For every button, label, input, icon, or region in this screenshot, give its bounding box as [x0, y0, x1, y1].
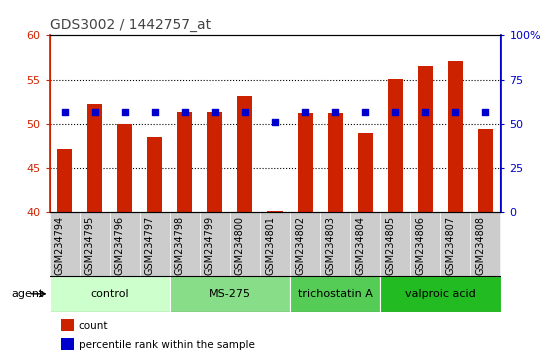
Text: GDS3002 / 1442757_at: GDS3002 / 1442757_at — [50, 18, 211, 32]
Bar — [200, 212, 230, 276]
Bar — [320, 212, 350, 276]
Text: GSM234808: GSM234808 — [475, 216, 486, 275]
Bar — [380, 276, 500, 312]
Bar — [358, 133, 373, 212]
Point — [331, 109, 339, 114]
Bar — [350, 212, 380, 276]
Bar — [50, 212, 80, 276]
Text: agent: agent — [12, 289, 44, 299]
Bar — [298, 113, 312, 212]
Point — [271, 119, 279, 125]
Bar — [388, 79, 403, 212]
Text: GSM234806: GSM234806 — [415, 216, 425, 275]
Bar — [117, 124, 132, 212]
Point — [301, 109, 310, 114]
Bar — [441, 212, 470, 276]
Point — [421, 109, 430, 114]
Point — [451, 109, 460, 114]
Text: GSM234807: GSM234807 — [446, 216, 455, 275]
Text: GSM234796: GSM234796 — [114, 216, 125, 275]
Text: valproic acid: valproic acid — [405, 289, 476, 299]
Point — [481, 109, 490, 114]
Text: GSM234800: GSM234800 — [235, 216, 245, 275]
Bar — [57, 149, 72, 212]
Bar — [50, 276, 170, 312]
Point — [180, 109, 189, 114]
Bar — [478, 129, 493, 212]
Text: GSM234805: GSM234805 — [385, 216, 395, 275]
Text: count: count — [79, 321, 108, 331]
Text: GSM234797: GSM234797 — [145, 216, 155, 275]
Bar — [448, 61, 463, 212]
Point — [211, 109, 219, 114]
Bar — [170, 276, 290, 312]
Bar — [80, 212, 109, 276]
Text: trichostatin A: trichostatin A — [298, 289, 372, 299]
Bar — [470, 212, 500, 276]
Text: GSM234799: GSM234799 — [205, 216, 215, 275]
Bar — [290, 276, 380, 312]
Bar — [380, 212, 410, 276]
Text: GSM234801: GSM234801 — [265, 216, 275, 275]
Text: GSM234804: GSM234804 — [355, 216, 365, 275]
Text: GSM234802: GSM234802 — [295, 216, 305, 275]
Bar — [290, 212, 320, 276]
Point — [150, 109, 159, 114]
Bar — [418, 67, 433, 212]
Text: percentile rank within the sample: percentile rank within the sample — [79, 340, 255, 350]
Bar — [230, 212, 260, 276]
Bar — [328, 113, 343, 212]
Bar — [140, 212, 170, 276]
Bar — [147, 137, 162, 212]
Text: GSM234798: GSM234798 — [175, 216, 185, 275]
Point — [391, 109, 400, 114]
Text: GSM234803: GSM234803 — [325, 216, 335, 275]
Bar — [87, 104, 102, 212]
Text: MS-275: MS-275 — [209, 289, 251, 299]
Bar — [207, 112, 222, 212]
Text: control: control — [90, 289, 129, 299]
Bar — [170, 212, 200, 276]
Point — [240, 109, 249, 114]
Point — [120, 109, 129, 114]
Bar — [109, 212, 140, 276]
Text: GSM234794: GSM234794 — [54, 216, 64, 275]
Point — [60, 109, 69, 114]
Bar — [267, 211, 283, 212]
Bar — [410, 212, 441, 276]
Bar — [238, 96, 252, 212]
Bar — [260, 212, 290, 276]
Text: GSM234795: GSM234795 — [85, 216, 95, 275]
Bar — [177, 113, 192, 212]
Point — [90, 109, 99, 114]
Point — [361, 109, 370, 114]
